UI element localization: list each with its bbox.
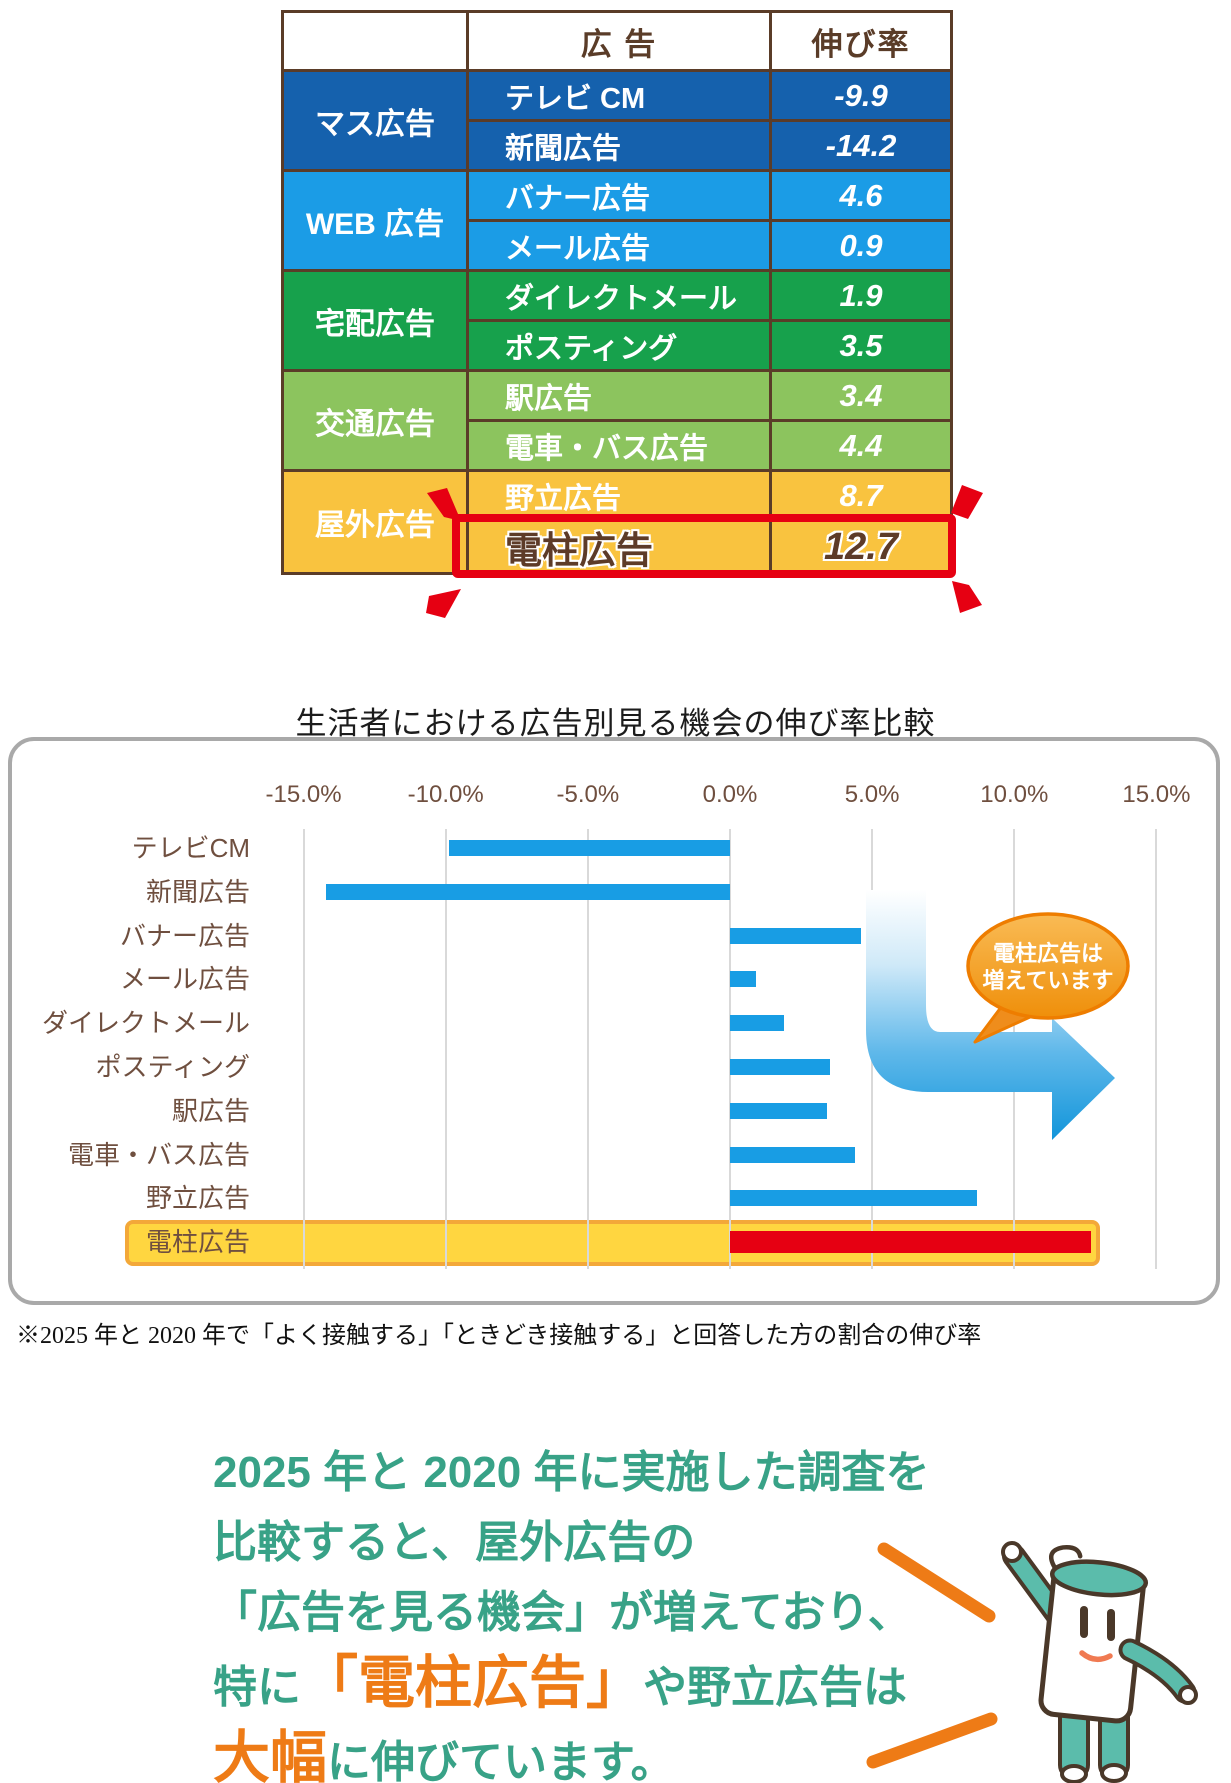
chart-category-label: 電車・バス広告 xyxy=(67,1139,250,1170)
emphasis-wedge-top-right xyxy=(951,485,983,519)
emphasis-wedge-bottom-right xyxy=(952,581,982,613)
chart-category-label: 新聞広告 xyxy=(145,876,250,907)
chart-bar xyxy=(730,1059,830,1075)
summary-segment: 大幅 xyxy=(213,1726,327,1783)
table-corner-cell xyxy=(284,13,466,69)
chart-bar xyxy=(730,1015,785,1032)
table-rate-cell: -9.9 xyxy=(772,72,950,119)
table-rate-cell: 1.9 xyxy=(772,272,950,319)
table-ad-cell: 新聞広告 xyxy=(469,122,769,169)
table-rate-cell: 4.6 xyxy=(772,172,950,219)
axis-tick-label: 15.0% xyxy=(1122,781,1191,808)
axis-tick-label: -10.0% xyxy=(407,781,484,808)
table-header-rate: 伸び率 xyxy=(772,13,950,69)
chart-bar xyxy=(730,927,861,944)
summary-line: 2025 年と 2020 年に実施した調査を xyxy=(213,1438,933,1508)
chart-category-label: メール広告 xyxy=(119,964,250,995)
summary-segment: や野立広告は xyxy=(643,1663,907,1712)
chart-category-label: バナー広告 xyxy=(119,920,250,951)
chart-bar-highlight xyxy=(730,1231,1092,1254)
chart-category-label: 駅広告 xyxy=(171,1095,250,1126)
emphasis-wedge-bottom-left xyxy=(426,589,461,618)
table-ad-cell: テレビ CM xyxy=(469,72,769,119)
chart-panel: -15.0% -10.0% -5.0% 0.0% 5.0% 10.0% 15.0% テレビC… xyxy=(8,737,1220,1305)
chart-bar xyxy=(730,1190,978,1207)
summary-line: 「広告を見る機会」が増えており、 xyxy=(213,1578,933,1648)
axis-tick-label: 0.0% xyxy=(702,781,758,808)
gridline xyxy=(586,829,589,1269)
table-category-cell: 交通広告 xyxy=(284,372,466,469)
chart-plot-area: -15.0% -10.0% -5.0% 0.0% 5.0% 10.0% 15.0% テレビC… xyxy=(12,741,1216,1301)
axis-tick-label: 10.0% xyxy=(980,781,1049,808)
summary-line: 比較すると、屋外広告の xyxy=(213,1508,933,1578)
summary-segment: に伸びています。 xyxy=(327,1738,675,1783)
chart-title: 生活者における広告別見る機会の伸び率比較 xyxy=(295,706,936,741)
table-rate-cell: 0.9 xyxy=(772,222,950,269)
chart-category-label: ダイレクトメール xyxy=(41,1008,250,1039)
table-rate-cell: 4.4 xyxy=(772,422,950,469)
ad-growth-table: 広 告伸び率マス広告 テレビ CM -9.9 新聞広告 -14.2 WEB 広告 バナー広告… xyxy=(281,10,953,575)
speech-bubble-line1: 電柱広告は xyxy=(992,941,1103,966)
summary-segment: 比較すると、屋外広告の xyxy=(213,1518,696,1567)
chart-bar xyxy=(326,883,730,900)
chart-bar xyxy=(730,1146,856,1163)
chart-bar xyxy=(448,840,730,856)
gridline xyxy=(302,829,305,1269)
axis-tick-label: -15.0% xyxy=(265,781,342,808)
speech-bubble-text: 電柱広告は 増えています xyxy=(968,940,1128,994)
table-category-cell: マス広告 xyxy=(284,72,466,169)
table-rate-cell: 3.4 xyxy=(772,372,950,419)
table-ad-cell: バナー広告 xyxy=(469,172,769,219)
table-rate-cell: 3.5 xyxy=(772,322,950,369)
gridline xyxy=(444,829,447,1269)
speech-bubble xyxy=(966,912,1130,1044)
pole-character xyxy=(1001,1541,1198,1783)
table-rate-cell: -14.2 xyxy=(772,122,950,169)
table-header-ad: 広 告 xyxy=(469,13,769,69)
table-ad-cell: ポスティング xyxy=(469,322,769,369)
summary-segment: 特に xyxy=(213,1663,301,1712)
gridline xyxy=(729,829,731,1269)
table-ad-cell: 駅広告 xyxy=(469,372,769,419)
table-ad-cell: ダイレクトメール xyxy=(469,272,769,319)
summary-segment: 「広告を見る機会」が増えており、 xyxy=(213,1588,912,1637)
table-category-cell: 屋外広告 xyxy=(284,472,466,572)
summary-segment: 2025 年と 2020 年に実施した調査を xyxy=(213,1448,930,1497)
axis-tick-label: 5.0% xyxy=(844,781,900,808)
table-rate-cell: 8.7 xyxy=(772,472,950,519)
table-ad-cell: 電柱広告 xyxy=(469,522,769,572)
chart-bar xyxy=(730,1102,827,1119)
summary-segment: 「電柱広告」 xyxy=(301,1651,643,1715)
chart-category-label: ポスティング xyxy=(95,1052,250,1082)
summary-line: 特に「電柱広告」や野立広告は xyxy=(213,1648,933,1723)
table-ad-cell: 電車・バス広告 xyxy=(469,422,769,469)
summary-line: 大幅に伸びています。 xyxy=(213,1723,933,1783)
axis-tick-label: -5.0% xyxy=(556,781,620,808)
speech-bubble-line2: 増えています xyxy=(982,968,1114,993)
footnote: ※2025 年と 2020 年で「よく接触する」「ときどき接触する」と回答した方… xyxy=(16,1323,982,1349)
chart-bar xyxy=(730,971,756,988)
chart-category-label: 野立広告 xyxy=(145,1183,250,1214)
chart-category-label: テレビCM xyxy=(131,833,250,863)
table-ad-cell: メール広告 xyxy=(469,222,769,269)
table-category-cell: 宅配広告 xyxy=(284,272,466,369)
table-ad-cell: 野立広告 xyxy=(469,472,769,519)
chart-decorations xyxy=(866,890,1130,1140)
gridline xyxy=(1155,829,1158,1269)
table-category-cell: WEB 広告 xyxy=(284,172,466,269)
chart-category-label: 電柱広告 xyxy=(145,1227,250,1258)
swoosh-arrow-icon xyxy=(866,890,1115,1140)
summary-text: 2025 年と 2020 年に実施した調査を 比較すると、屋外広告の「広告を見る機… xyxy=(213,1438,933,1783)
table-rate-cell: 12.7 xyxy=(772,522,950,572)
